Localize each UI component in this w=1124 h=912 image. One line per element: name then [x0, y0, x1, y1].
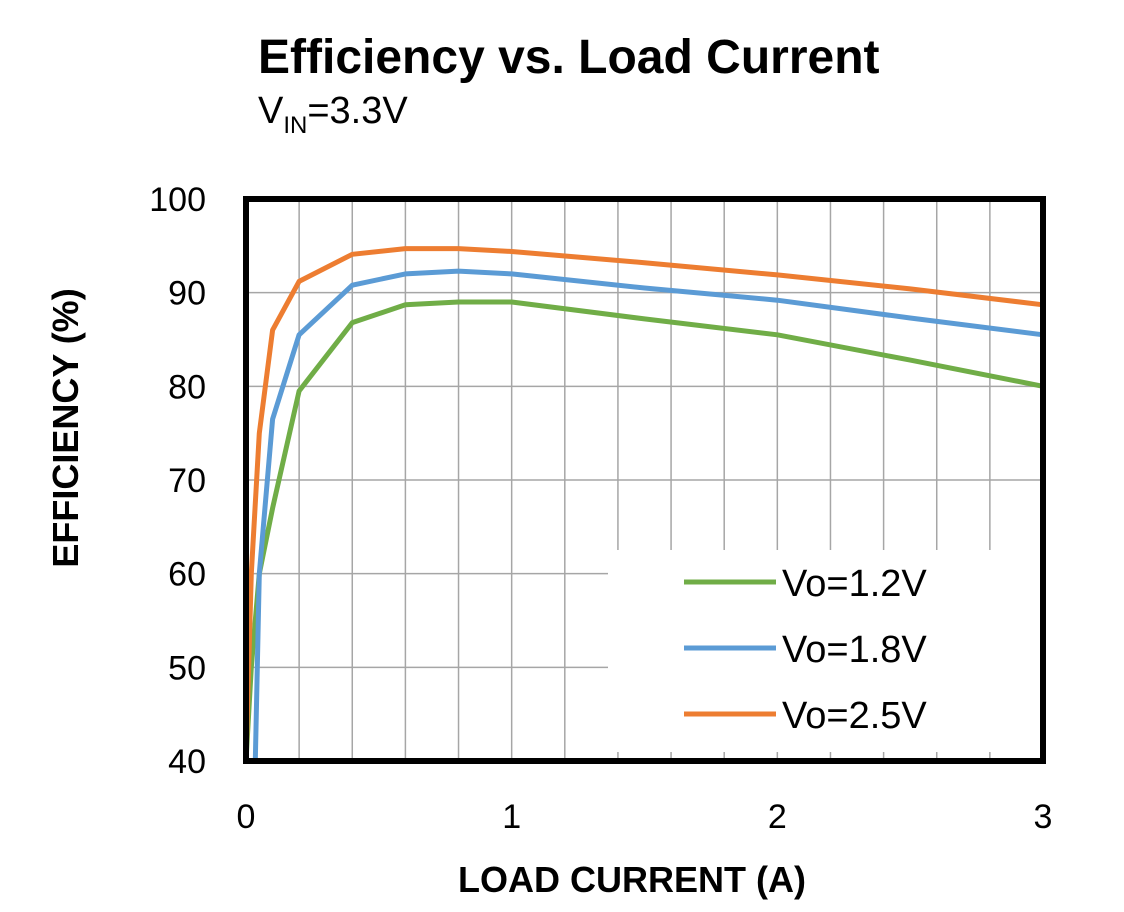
y-axis-title: EFFICIENCY (%): [45, 288, 86, 567]
legend: Vo=1.2V Vo=1.8V Vo=2.5V: [608, 550, 1040, 752]
x-tick-label: 2: [768, 798, 787, 836]
subtitle-suffix: =3.3V: [307, 90, 408, 132]
y-tick-label: 70: [168, 462, 206, 500]
chart-subtitle: VIN=3.3V: [258, 90, 408, 139]
y-tick-label: 90: [168, 275, 206, 313]
plot-border: [243, 196, 1046, 764]
y-tick-label: 60: [168, 556, 206, 594]
legend-label-1: Vo=1.2V: [782, 563, 927, 605]
y-tick-label: 50: [168, 649, 206, 687]
y-tick-label: 40: [168, 743, 206, 781]
x-tick-label: 1: [502, 798, 521, 836]
legend-background: [608, 550, 1040, 752]
x-tick-label: 0: [237, 798, 256, 836]
series-line-3: [243, 246, 1044, 762]
x-tick-label: 3: [1034, 798, 1053, 836]
legend-label-2: Vo=1.8V: [782, 629, 927, 671]
legend-label-3: Vo=2.5V: [782, 695, 927, 737]
x-axis-title: LOAD CURRENT (A): [458, 859, 806, 900]
y-tick-label: 80: [168, 368, 206, 406]
y-tick-label: 100: [149, 181, 206, 219]
series-layer: [243, 246, 1044, 762]
tick-labels: 0 1 2 3 40 50 60 70 80 90 100: [149, 181, 1052, 836]
chart-title: Efficiency vs. Load Current: [258, 31, 880, 84]
subtitle-prefix: V: [258, 90, 284, 132]
subtitle-subscript: IN: [283, 112, 308, 139]
series-line-2: [252, 268, 1044, 762]
